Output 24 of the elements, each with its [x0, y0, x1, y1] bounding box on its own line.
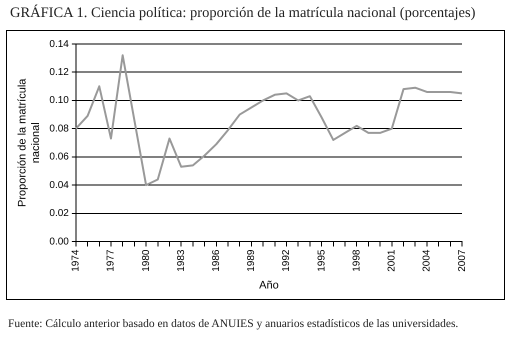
y-axis-title: Proporción de la matrícula nacional: [16, 78, 42, 207]
x-tick-label: 2004: [422, 249, 433, 272]
x-tick-label: 1980: [140, 249, 152, 272]
x-tick-label: 2001: [386, 249, 398, 272]
y-tick-label: 0.02: [49, 208, 70, 220]
x-tick-label: 1992: [281, 249, 292, 272]
x-tick-label: 1995: [316, 249, 328, 272]
x-tick-label: 1989: [246, 249, 258, 272]
y-tick-label: 0.10: [49, 95, 70, 106]
source-note: Fuente: Cálculo anterior basado en datos de ANUIES y anuarios estadísticos de las universidades.: [8, 318, 458, 330]
y-tick-label: 0.06: [49, 152, 70, 163]
x-tick-label: 2007: [456, 249, 468, 272]
y-tick-label: 0.12: [49, 66, 70, 78]
x-tick-label: 1983: [176, 249, 187, 272]
x-tick-label: 1998: [351, 249, 362, 272]
x-tick-label: 1977: [106, 249, 117, 272]
y-tick-label: 0.00: [49, 236, 70, 248]
x-tick-label: 1986: [211, 249, 222, 272]
x-axis-title: Año: [259, 279, 279, 292]
x-tick-label: 1974: [70, 249, 82, 272]
chart-title: GRÁFICA 1. Ciencia política: proporción de la matrícula nacional (porcentajes): [10, 5, 476, 22]
y-tick-label: 0.04: [49, 180, 70, 191]
y-tick-label: 0.08: [49, 123, 70, 134]
y-tick-label: 0.14: [49, 38, 70, 50]
